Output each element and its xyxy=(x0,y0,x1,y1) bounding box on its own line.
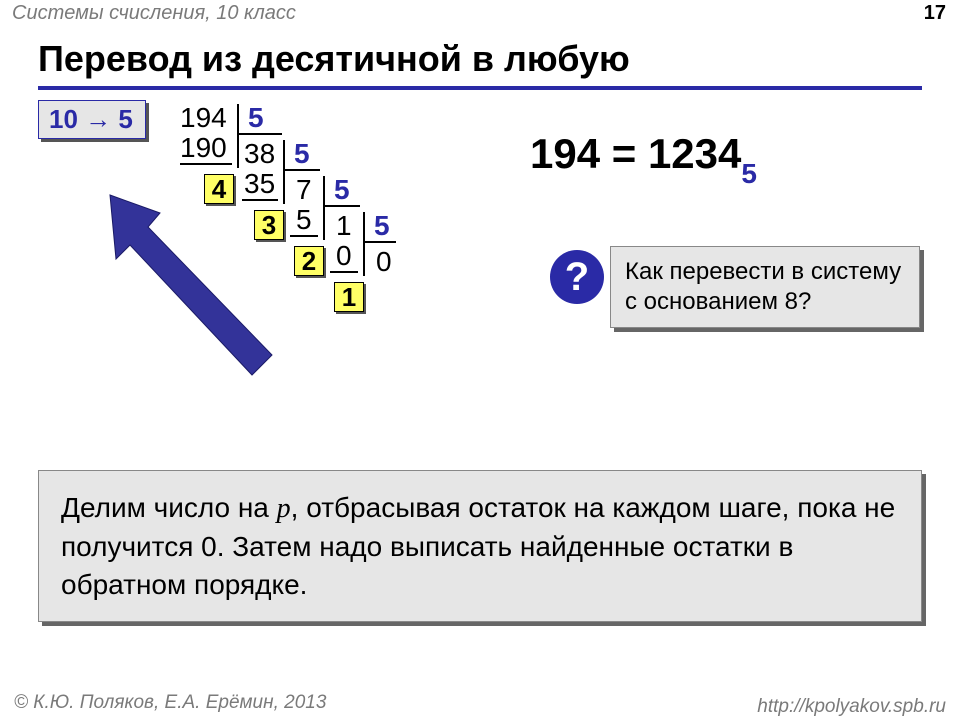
page-title: Перевод из десятичной в любую xyxy=(38,38,630,80)
result-rhs: 1234 xyxy=(648,130,741,177)
footer-url: http://kpolyakov.spb.ru xyxy=(757,696,946,718)
result-eq: = xyxy=(600,130,648,177)
page-number: 17 xyxy=(924,2,946,25)
title-rule xyxy=(38,86,922,90)
long-division-diagram: 194 5 190 38 4 5 35 7 3 5 5 1 2 5 0 0 1 xyxy=(160,102,520,422)
question-mark-icon: ? xyxy=(550,250,604,304)
convert-badge: 10 → 5 xyxy=(38,100,146,139)
desc-before: Делим число на xyxy=(61,492,277,523)
result-lhs: 194 xyxy=(530,130,600,177)
footer-copyright: © К.Ю. Поляков, Е.А. Ерёмин, 2013 xyxy=(14,692,326,713)
desc-var: p xyxy=(277,493,291,524)
conversion-result: 194 = 12345 xyxy=(530,130,757,184)
header-subject: Системы счисления, 10 класс xyxy=(12,2,296,24)
question-box: Как перевести в систему с основанием 8? xyxy=(610,246,920,328)
algorithm-description: Делим число на p, отбрасывая остаток на … xyxy=(38,470,922,622)
convert-from: 10 xyxy=(49,104,78,134)
arrow-icon: → xyxy=(85,104,111,134)
division-lines xyxy=(160,102,520,422)
result-base: 5 xyxy=(741,158,757,189)
convert-to: 5 xyxy=(118,104,132,134)
header-strip: Системы счисления, 10 класс 17 xyxy=(0,0,960,28)
footer-strip: © К.Ю. Поляков, Е.А. Ерёмин, 2013 http:/… xyxy=(0,690,960,720)
